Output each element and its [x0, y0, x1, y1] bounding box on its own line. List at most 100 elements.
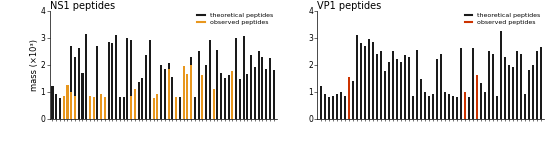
Bar [228, 75, 230, 119]
Bar [130, 40, 132, 119]
Bar [63, 96, 65, 119]
Bar [536, 51, 538, 119]
Bar [100, 94, 102, 119]
Bar [232, 71, 233, 119]
Bar [74, 57, 76, 119]
Bar [67, 85, 69, 119]
Bar [156, 94, 158, 119]
Bar [93, 97, 95, 119]
Bar [476, 75, 478, 119]
Bar [108, 42, 110, 119]
Bar [416, 50, 418, 119]
Bar [379, 51, 382, 119]
Bar [134, 89, 136, 119]
Bar [524, 94, 526, 119]
Bar [372, 42, 374, 119]
Bar [408, 57, 410, 119]
Bar [235, 38, 237, 119]
Bar [52, 86, 53, 119]
Bar [175, 97, 177, 119]
Bar [257, 51, 260, 119]
Bar [104, 97, 106, 119]
Bar [368, 39, 370, 119]
Bar [440, 54, 442, 119]
Bar [78, 48, 80, 119]
Bar [168, 63, 170, 119]
Bar [112, 43, 113, 119]
Bar [269, 58, 271, 119]
Bar [468, 97, 470, 119]
Bar [412, 96, 414, 119]
Bar [194, 97, 196, 119]
Bar [388, 62, 390, 119]
Bar [213, 89, 214, 119]
Bar [205, 65, 207, 119]
Text: NS1 peptides: NS1 peptides [50, 1, 114, 10]
Bar [89, 96, 91, 119]
Bar [232, 71, 233, 119]
Bar [432, 94, 434, 119]
Bar [364, 46, 366, 119]
Bar [448, 94, 450, 119]
Bar [70, 92, 72, 119]
Bar [81, 73, 84, 119]
Bar [183, 66, 185, 119]
Bar [145, 55, 147, 119]
Bar [149, 40, 151, 119]
Bar [201, 75, 203, 119]
Bar [336, 94, 338, 119]
Bar [261, 57, 263, 119]
Bar [104, 97, 106, 119]
Bar [464, 92, 466, 119]
Bar [492, 54, 494, 119]
Bar [183, 66, 185, 119]
Bar [348, 77, 350, 119]
Bar [70, 46, 72, 119]
Bar [160, 65, 162, 119]
Bar [452, 96, 454, 119]
Bar [130, 96, 132, 119]
Bar [339, 92, 342, 119]
Bar [323, 94, 326, 119]
Bar [141, 78, 144, 119]
Bar [172, 77, 173, 119]
Bar [464, 92, 466, 119]
Bar [428, 96, 430, 119]
Bar [376, 54, 378, 119]
Bar [156, 94, 158, 119]
Bar [456, 97, 458, 119]
Bar [119, 97, 121, 119]
Bar [93, 97, 95, 119]
Bar [100, 94, 102, 119]
Bar [392, 51, 394, 119]
Bar [239, 79, 241, 119]
Bar [55, 94, 57, 119]
Bar [115, 35, 117, 119]
Bar [201, 75, 203, 119]
Text: VP1 peptides: VP1 peptides [317, 1, 382, 10]
Bar [520, 54, 522, 119]
Bar [484, 92, 486, 119]
Bar [126, 38, 129, 119]
Bar [420, 79, 422, 119]
Bar [190, 65, 192, 119]
Bar [96, 46, 98, 119]
Legend: theoretical peptides, observed peptides: theoretical peptides, observed peptides [463, 10, 543, 28]
Bar [500, 31, 502, 119]
Bar [220, 73, 222, 119]
Bar [123, 97, 125, 119]
Legend: theoretical peptides, observed peptides: theoretical peptides, observed peptides [195, 10, 276, 28]
Bar [175, 97, 177, 119]
Bar [516, 51, 518, 119]
Bar [67, 85, 69, 119]
Bar [400, 62, 402, 119]
Bar [254, 67, 256, 119]
Bar [213, 89, 214, 119]
Bar [224, 78, 226, 119]
Bar [153, 98, 155, 119]
Bar [190, 57, 192, 119]
Bar [250, 55, 252, 119]
Bar [168, 69, 170, 119]
Bar [476, 75, 478, 119]
Bar [512, 67, 514, 119]
